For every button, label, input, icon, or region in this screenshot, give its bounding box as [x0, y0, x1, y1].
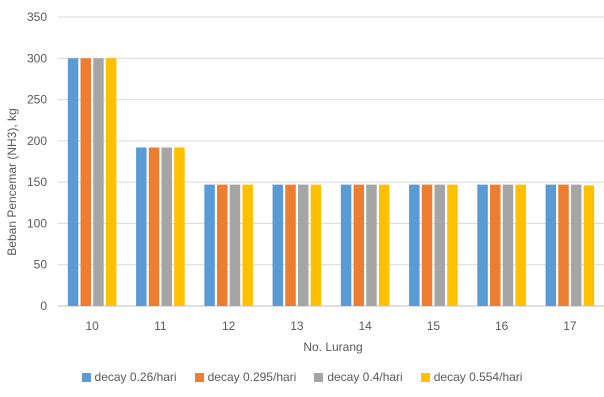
bar-16-series-4 [515, 184, 526, 306]
legend-item: decay 0.295/hari [194, 370, 297, 384]
bar-12-series-1 [204, 184, 215, 306]
y-tick-label: 200 [27, 134, 47, 148]
bars [67, 58, 595, 307]
bar-10-series-3 [93, 58, 104, 307]
x-tick-label: 17 [563, 319, 577, 333]
bar-10-series-1 [67, 58, 79, 307]
bar-17-series-2 [558, 184, 569, 306]
x-axis-label: No. Lurang [303, 340, 362, 354]
bar-16-series-2 [490, 184, 501, 306]
bar-13-series-3 [297, 184, 309, 306]
legend: decay 0.26/hari decay 0.295/hari decay 0.4… [0, 370, 604, 384]
y-tick-label: 50 [34, 258, 48, 272]
x-tick-label: 11 [154, 319, 167, 333]
bar-15-series-2 [421, 184, 433, 306]
bar-16-series-1 [477, 184, 488, 306]
x-tick-label: 16 [495, 319, 509, 333]
bar-11-series-1 [136, 147, 147, 306]
y-tick-label: 150 [27, 175, 47, 189]
legend-label: decay 0.26/hari [94, 370, 177, 384]
y-tick-label: 0 [40, 299, 47, 313]
legend-item: decay 0.26/hari [81, 370, 177, 384]
x-tick-label: 12 [222, 319, 236, 333]
bar-13-series-4 [310, 184, 322, 306]
bar-12-series-2 [217, 184, 228, 306]
y-tick-label: 350 [27, 10, 47, 24]
bar-11-series-4 [174, 147, 185, 306]
bar-14-series-4 [378, 184, 390, 306]
bar-14-series-1 [340, 184, 352, 306]
legend-swatch [420, 372, 430, 382]
bar-17-series-4 [583, 185, 595, 306]
legend-item: decay 0.554/hari [420, 370, 523, 384]
y-axis-label: Beban Pencemar (NH3), kg [5, 108, 19, 255]
bar-11-series-2 [148, 147, 160, 306]
y-tick-labels: 0 50 100 150 200 250 300 350 [27, 10, 47, 313]
bar-16-series-3 [502, 184, 514, 306]
y-tick-label: 100 [27, 216, 47, 230]
legend-label: decay 0.295/hari [207, 370, 297, 384]
legend-swatch [194, 372, 204, 382]
bar-15-series-1 [409, 184, 420, 306]
bar-15-series-4 [447, 184, 458, 306]
bar-10-series-2 [80, 58, 92, 307]
bar-12-series-4 [242, 184, 253, 306]
y-tick-label: 300 [27, 51, 47, 65]
bar-17-series-1 [545, 184, 557, 306]
legend-label: decay 0.4/hari [327, 370, 403, 384]
x-tick-labels: 10 11 12 13 14 15 16 17 [85, 319, 576, 333]
x-tick-label: 14 [358, 319, 372, 333]
bar-14-series-2 [353, 184, 365, 306]
x-tick-label: 15 [427, 319, 441, 333]
bar-17-series-3 [570, 184, 582, 306]
bar-12-series-3 [229, 184, 241, 306]
bar-13-series-1 [272, 184, 284, 306]
x-tick-label: 10 [85, 319, 99, 333]
legend-swatch [81, 372, 91, 382]
y-tick-label: 250 [27, 93, 47, 107]
bar-13-series-2 [285, 184, 296, 306]
legend-swatch [314, 372, 324, 382]
bar-11-series-3 [161, 147, 172, 306]
bar-10-series-4 [105, 58, 117, 307]
legend-item: decay 0.4/hari [314, 370, 403, 384]
bar-14-series-3 [366, 184, 377, 306]
bar-15-series-3 [434, 184, 445, 306]
legend-label: decay 0.554/hari [433, 370, 523, 384]
x-tick-label: 13 [290, 319, 304, 333]
